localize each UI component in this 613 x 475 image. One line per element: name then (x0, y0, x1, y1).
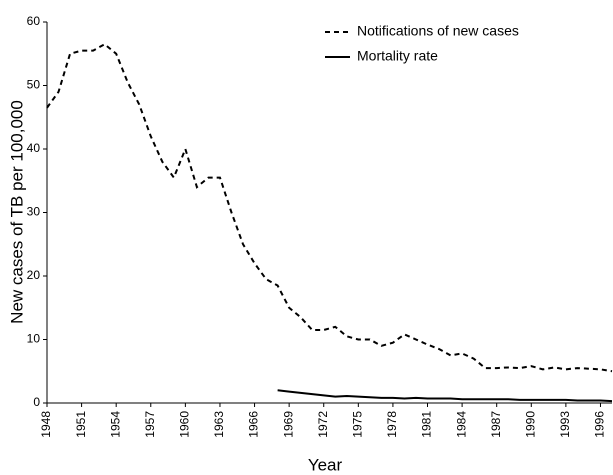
series-line (46, 43, 613, 373)
x-tick-label: 1987 (489, 411, 503, 438)
x-tick-label: 1954 (108, 411, 122, 438)
y-tick-label: 30 (27, 205, 41, 219)
y-tick-label: 50 (27, 78, 41, 92)
x-tick-label: 1984 (454, 411, 468, 438)
y-tick-label: 20 (27, 268, 41, 282)
x-tick-label: 1963 (212, 411, 226, 438)
y-tick-label: 0 (33, 395, 40, 409)
x-tick-label: 1990 (523, 411, 537, 438)
y-tick-label: 40 (27, 141, 41, 155)
x-tick-label: 1960 (178, 411, 192, 438)
x-axis-label: Year (308, 455, 343, 474)
x-tick-label: 1981 (420, 411, 434, 438)
x-tick-label: 1951 (74, 411, 88, 438)
y-tick-label: 60 (27, 14, 41, 28)
legend-label: Mortality rate (357, 48, 438, 64)
y-tick-label: 10 (27, 332, 41, 346)
x-tick-label: 1966 (247, 411, 261, 438)
x-tick-label: 1972 (316, 411, 330, 438)
x-tick-label: 1993 (558, 411, 572, 438)
series-line (277, 389, 613, 403)
y-axis-label: New cases of TB per 100,000 (7, 100, 26, 324)
x-tick-label: 1996 (593, 411, 607, 438)
x-tick-label: 1948 (39, 411, 53, 438)
legend-label: Notifications of new cases (357, 23, 519, 39)
x-tick-label: 1969 (281, 411, 295, 438)
x-tick-label: 1978 (385, 411, 399, 438)
x-tick-label: 1975 (350, 411, 364, 438)
x-tick-label: 1957 (143, 411, 157, 438)
